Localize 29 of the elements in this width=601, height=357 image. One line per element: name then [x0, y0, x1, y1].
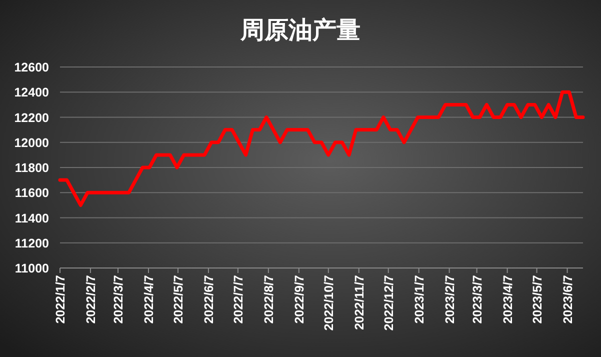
x-tick-label: 2022/2/7: [84, 274, 98, 324]
y-tick-label: 12600: [14, 60, 50, 74]
x-tick-label: 2022/4/7: [142, 274, 156, 324]
x-tick-label: 2022/7/7: [231, 274, 246, 324]
x-tick-label: 2022/5/7: [171, 274, 186, 324]
x-tick-label: 2023/3/7: [470, 274, 484, 324]
line-series: [58, 90, 585, 207]
x-tick-label: 2022/9/7: [292, 274, 306, 324]
x-tick-label: 2023/1/7: [412, 274, 426, 324]
y-tick-label: 11400: [14, 211, 50, 226]
x-tick-label: 2023/6/7: [560, 274, 575, 324]
y-tick-label: 11000: [14, 262, 50, 276]
y-tick-label: 12000: [14, 136, 50, 150]
x-tick-label: 2022/1/7: [54, 274, 68, 324]
x-tick-label: 2022/3/7: [112, 274, 126, 324]
x-tick-label: 2022/10/7: [322, 274, 336, 331]
x-tick-label: 2023/5/7: [530, 274, 544, 324]
chart-title: 周原油产量: [240, 17, 360, 44]
y-tick-label: 11800: [14, 161, 50, 175]
x-tick-label: 2023/4/7: [500, 274, 515, 324]
x-tick-label: 2022/12/7: [382, 274, 396, 331]
x-tick-label: 2023/2/7: [442, 274, 457, 324]
y-tick-label: 12400: [14, 86, 50, 100]
x-tick-label: 2022/11/7: [352, 274, 366, 330]
y-tick-label: 12200: [14, 110, 50, 125]
y-tick-label: 11200: [14, 236, 50, 250]
x-tick-label: 2022/6/7: [202, 274, 216, 324]
y-tick-label: 11600: [14, 186, 50, 200]
x-tick-label: 2022/8/7: [262, 274, 276, 324]
